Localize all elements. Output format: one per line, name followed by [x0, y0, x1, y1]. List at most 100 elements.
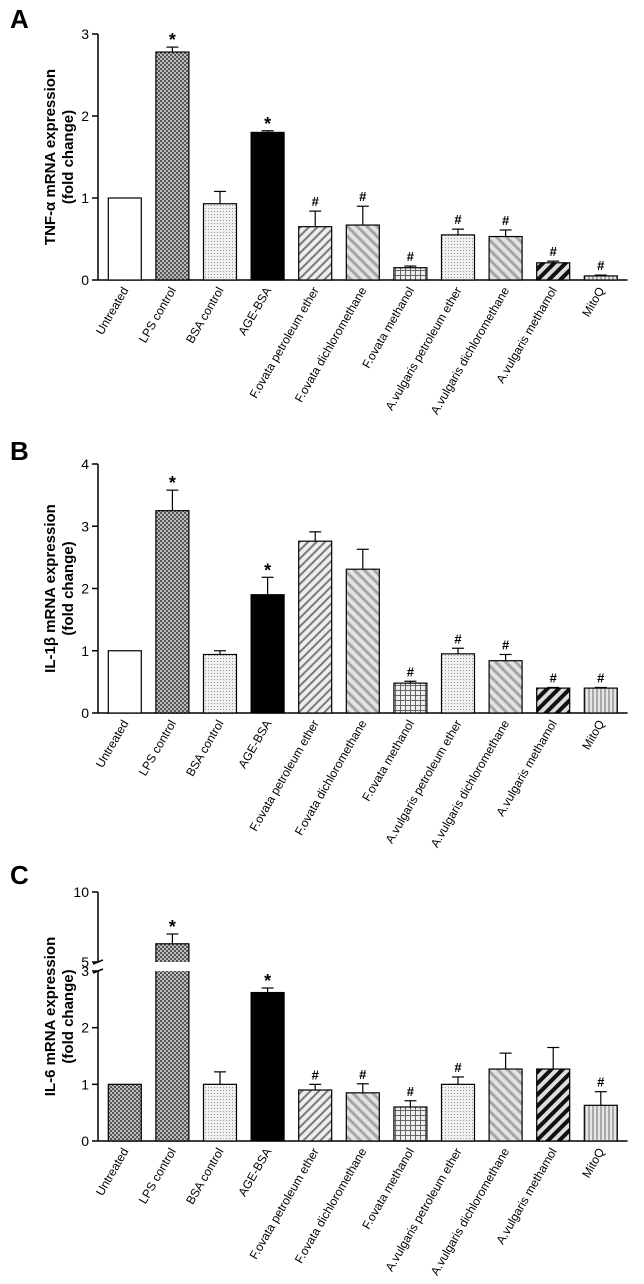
bar: [583, 1104, 618, 1142]
y-tick-label: 0: [81, 1133, 89, 1149]
x-tick-label: Untreated: [93, 718, 131, 771]
bar: [298, 1089, 333, 1142]
significance-marker: #: [597, 670, 605, 685]
bar: [536, 687, 571, 714]
bar-break-gap: [153, 962, 191, 971]
y-tick-label: 3: [81, 963, 89, 979]
significance-marker: *: [169, 30, 176, 50]
y-tick-label: 2: [81, 108, 89, 124]
bar: [440, 653, 476, 714]
x-tick-label: F.ovata methanol: [359, 285, 417, 371]
y-tick-label: 3: [81, 26, 89, 42]
x-tick-label: MitoQ: [579, 1146, 607, 1181]
y-tick-label: 5: [81, 954, 89, 970]
significance-marker: #: [454, 212, 462, 227]
x-tick-label: LPS control: [136, 1146, 179, 1207]
significance-marker: #: [312, 1067, 320, 1082]
y-axis-label-line2: (fold change): [60, 969, 77, 1063]
significance-marker: #: [454, 1060, 462, 1075]
significance-marker: #: [359, 189, 367, 204]
bar: [107, 650, 142, 714]
bar: [202, 1083, 238, 1142]
significance-marker: *: [264, 971, 271, 991]
x-tick-label: AGE-BSA: [235, 1146, 274, 1199]
bar: [440, 234, 476, 281]
bar: [298, 226, 333, 281]
significance-marker: #: [550, 670, 558, 685]
x-tick-label: AGE-BSA: [235, 285, 274, 338]
y-axis-label-line1: TNF-α mRNA expression: [42, 69, 59, 245]
bar: [298, 540, 333, 714]
y-axis-label-line2: (fold change): [60, 541, 77, 635]
bar: [488, 660, 523, 714]
bar: [488, 1068, 523, 1142]
y-tick-label: 0: [81, 272, 89, 288]
y-axis-label: IL-1β mRNA expression(fold change): [42, 504, 77, 673]
bar: [393, 1106, 428, 1142]
significance-marker: *: [264, 560, 271, 580]
panel-c: C IL-6 mRNA expression(fold change) 0 1 2 35 1…: [10, 860, 628, 1278]
x-tick-label: Untreated: [93, 285, 131, 338]
x-tick-label: F.ovata methanol: [359, 1146, 417, 1232]
y-axis-label-line1: IL-1β mRNA expression: [42, 504, 59, 673]
bar: [250, 131, 285, 281]
bar: [345, 224, 380, 281]
x-tick-label: BSA control: [183, 718, 226, 779]
y-axis-label: TNF-α mRNA expression(fold change): [42, 69, 77, 245]
bar: [345, 1092, 380, 1142]
bar: [583, 275, 618, 281]
significance-marker: #: [312, 194, 320, 209]
x-tick-label: Untreated: [93, 1146, 131, 1199]
bar: [393, 682, 428, 714]
significance-marker: #: [359, 1067, 367, 1082]
x-tick-label: AGE-BSA: [235, 718, 274, 771]
y-axis-label: IL-6 mRNA expression(fold change): [42, 937, 77, 1097]
significance-marker: #: [502, 213, 510, 228]
significance-marker: #: [407, 664, 415, 679]
y-tick-label: 10: [73, 884, 89, 900]
significance-marker: #: [550, 244, 558, 259]
bar: [536, 1068, 571, 1142]
panel-letter: C: [10, 860, 29, 890]
panel-b: B IL-1β mRNA expression(fold change) 0 1 2 3 4…: [10, 436, 628, 850]
y-tick-label: 2: [81, 581, 89, 597]
y-tick-label: 1: [81, 190, 89, 206]
bar: [583, 687, 618, 714]
y-tick-label: 2: [81, 1020, 89, 1036]
bar: [202, 653, 238, 714]
bar: [155, 510, 190, 714]
x-tick-label: MitoQ: [579, 718, 607, 753]
x-tick-label: F.ovata methanol: [359, 718, 417, 804]
bar: [345, 568, 380, 714]
bar: [155, 943, 190, 1142]
x-tick-label: LPS control: [136, 718, 179, 779]
significance-marker: #: [407, 249, 415, 264]
y-tick-label: 3: [81, 518, 89, 534]
bar: [536, 262, 571, 281]
y-tick-label: 1: [81, 1076, 89, 1092]
y-tick-label: 4: [81, 456, 89, 472]
significance-marker: #: [597, 1075, 605, 1090]
significance-marker: #: [454, 631, 462, 646]
bar: [440, 1083, 476, 1142]
y-axis-label-line2: (fold change): [60, 110, 77, 204]
bar: [488, 235, 523, 281]
significance-marker: #: [597, 258, 605, 273]
x-tick-label: BSA control: [183, 1146, 226, 1207]
significance-marker: *: [169, 917, 176, 937]
panel-letter: A: [10, 4, 29, 34]
bar: [107, 1083, 142, 1142]
significance-marker: *: [264, 114, 271, 134]
panel-letter: B: [10, 436, 29, 466]
panel-a: A TNF-α mRNA expression(fold change) 0 1 2 3 U…: [10, 4, 628, 417]
significance-marker: #: [502, 637, 510, 652]
bar: [393, 267, 428, 281]
bar: [155, 51, 190, 281]
y-tick-label: 0: [81, 705, 89, 721]
bar: [250, 991, 285, 1142]
x-tick-label: LPS control: [136, 285, 179, 346]
bar: [107, 197, 142, 281]
bar: [202, 203, 238, 281]
significance-marker: *: [169, 473, 176, 493]
